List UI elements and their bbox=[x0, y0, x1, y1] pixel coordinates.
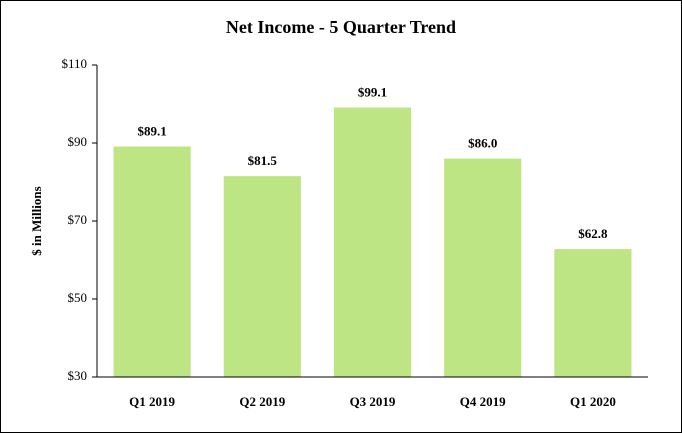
data-label: $89.1 bbox=[137, 123, 166, 138]
data-label: $86.0 bbox=[468, 136, 497, 151]
y-tick-label: $70 bbox=[68, 212, 88, 227]
chart-title: Net Income - 5 Quarter Trend bbox=[226, 17, 456, 37]
bar bbox=[113, 146, 191, 377]
y-axis-label: $ in Millions bbox=[29, 186, 44, 255]
y-tick-label: $50 bbox=[68, 290, 88, 305]
bar bbox=[554, 249, 632, 377]
data-label: $62.8 bbox=[578, 226, 608, 241]
data-label: $81.5 bbox=[248, 153, 278, 168]
y-tick-label: $30 bbox=[68, 368, 88, 383]
data-label: $99.1 bbox=[358, 84, 387, 99]
x-tick-label: Q1 2019 bbox=[129, 394, 175, 409]
y-tick-label: $110 bbox=[61, 56, 87, 71]
y-tick-label: $90 bbox=[68, 134, 88, 149]
bar bbox=[223, 176, 301, 377]
x-tick-label: Q3 2019 bbox=[350, 394, 396, 409]
bar bbox=[444, 158, 522, 377]
x-tick-label: Q2 2019 bbox=[239, 394, 285, 409]
bar bbox=[333, 107, 412, 377]
x-tick-label: Q1 2020 bbox=[570, 394, 616, 409]
x-tick-label: Q4 2019 bbox=[460, 394, 506, 409]
